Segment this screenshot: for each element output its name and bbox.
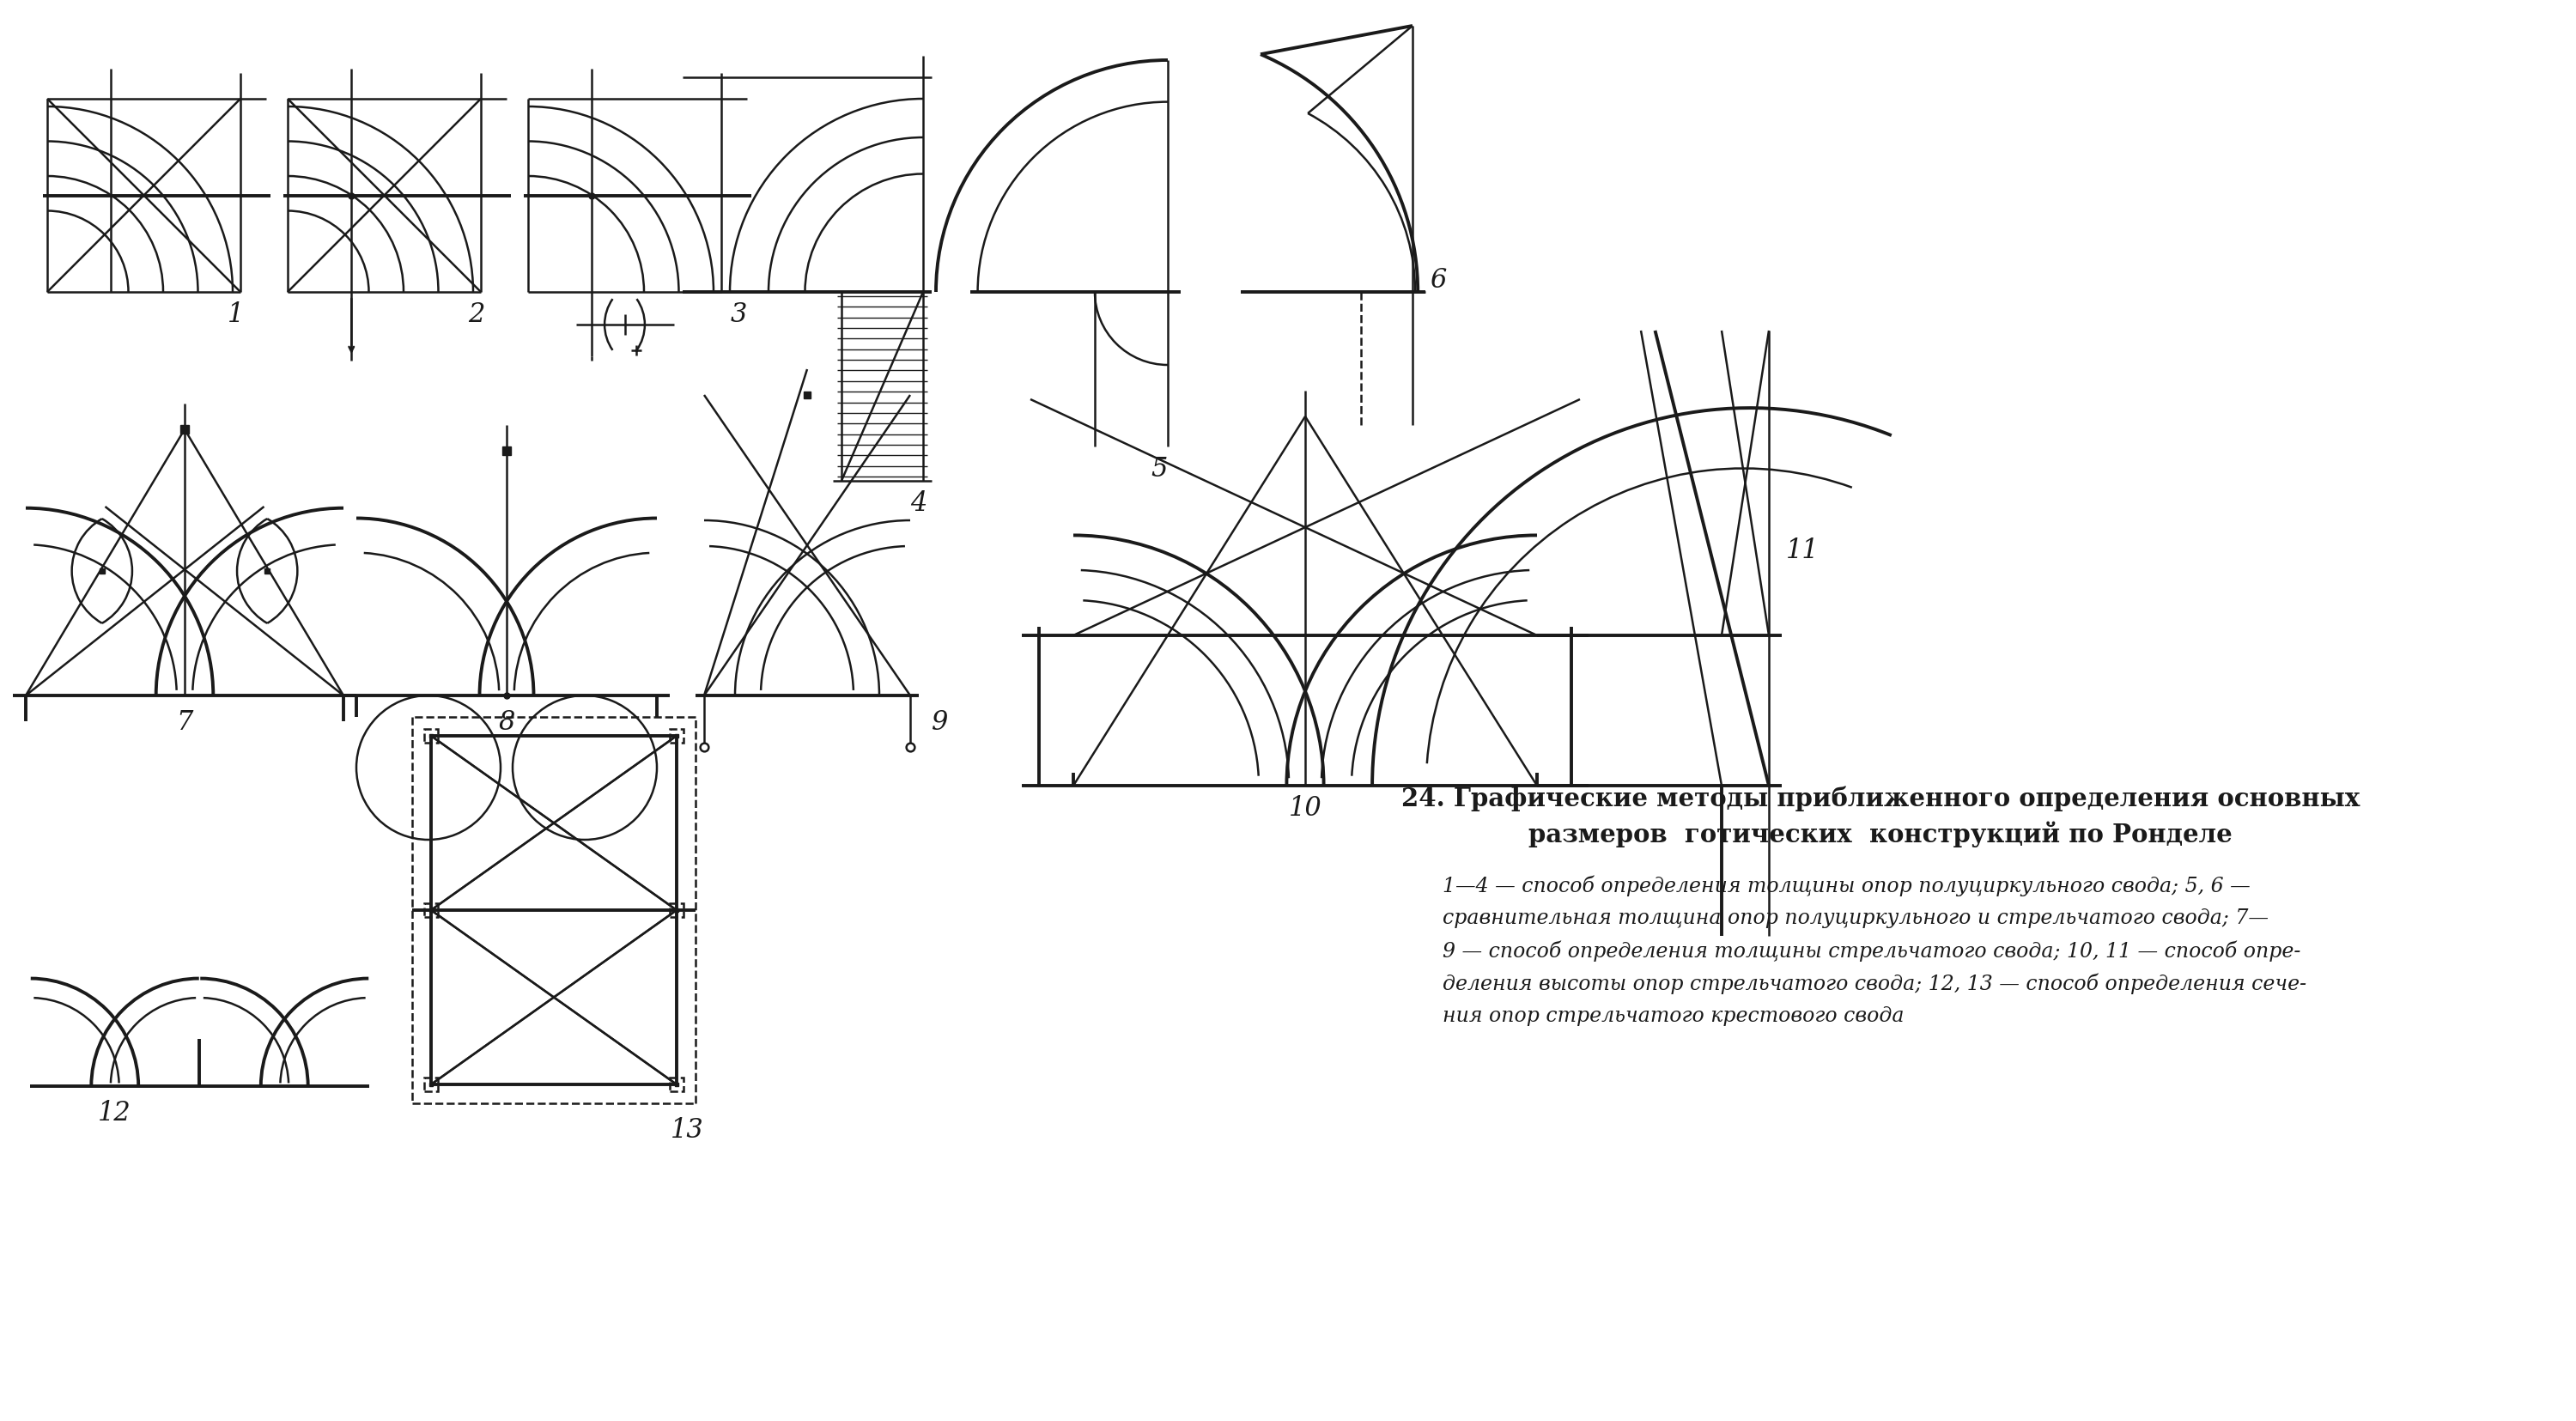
Text: 11: 11 <box>1785 537 1819 564</box>
Bar <box>670 729 683 743</box>
Text: 1: 1 <box>227 301 245 328</box>
Text: деления высоты опор стрельчатого свода; 12, 13 — способ определения сече-: деления высоты опор стрельчатого свода; … <box>1443 973 2306 995</box>
Bar <box>425 904 438 917</box>
Text: 8: 8 <box>497 709 515 736</box>
Text: 2: 2 <box>469 301 484 328</box>
Text: 24. Графические методы приближенного определения основных: 24. Графические методы приближенного опр… <box>1401 786 2360 811</box>
Text: 9 — способ определения толщины стрельчатого свода; 10, 11 — способ опре-: 9 — способ определения толщины стрельчат… <box>1443 941 2300 962</box>
Text: сравнительная толщина опор полуциркульного и стрельчатого свода; 7—: сравнительная толщина опор полуциркульно… <box>1443 908 2269 928</box>
Text: 1—4 — способ определения толщины опор полуциркульного свода; 5, 6 —: 1—4 — способ определения толщины опор по… <box>1443 875 2251 897</box>
Text: 12: 12 <box>98 1100 131 1127</box>
Bar <box>425 729 438 743</box>
Text: 9: 9 <box>933 709 948 736</box>
Text: ния опор стрельчатого крестового свода: ния опор стрельчатого крестового свода <box>1443 1006 1904 1026</box>
Text: 4: 4 <box>909 490 927 517</box>
Text: 13: 13 <box>670 1117 703 1144</box>
Bar <box>670 1077 683 1091</box>
Text: размеров  готических  конструкций по Ронделе: размеров готических конструкций по Ронде… <box>1528 821 2233 848</box>
Text: 5: 5 <box>1151 456 1167 483</box>
Text: 6: 6 <box>1430 267 1445 294</box>
Text: 10: 10 <box>1288 796 1321 821</box>
Bar <box>425 1077 438 1091</box>
Text: 7: 7 <box>175 709 193 736</box>
Text: 3: 3 <box>729 301 747 328</box>
Bar <box>670 904 683 917</box>
